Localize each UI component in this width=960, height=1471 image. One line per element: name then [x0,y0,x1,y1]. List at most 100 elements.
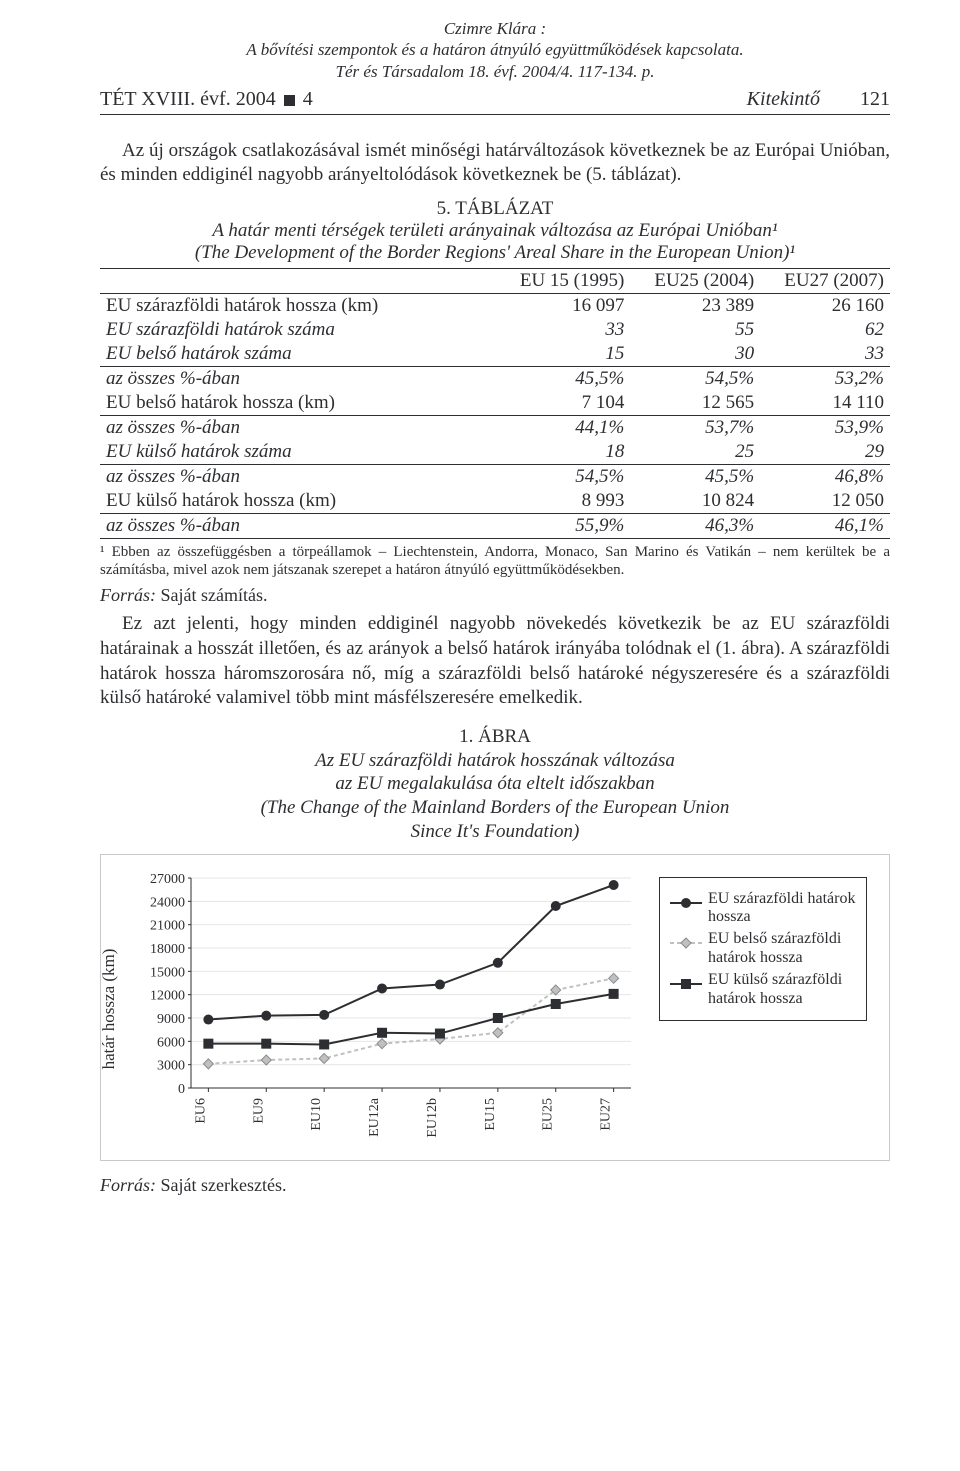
issue-text: TÉT XVIII. évf. 2004 [100,88,276,110]
fig1-chart: 0300060009000120001500018000210002400027… [131,873,641,1141]
svg-text:15000: 15000 [150,965,185,980]
svg-text:24000: 24000 [150,895,185,910]
table-cell: 46,1% [760,514,890,539]
table-row: EU szárazföldi határok hossza (km)16 097… [100,294,890,319]
svg-text:12000: 12000 [150,988,185,1003]
svg-text:EU12a: EU12a [367,1097,382,1137]
svg-text:6000: 6000 [157,1035,185,1050]
table-cell: 53,2% [760,367,890,392]
table5-number: 5. TÁBLÁZAT [100,198,890,220]
table-cell: 29 [760,440,890,465]
table-cell: az összes %-ában [100,514,495,539]
table-cell: 33 [495,318,630,342]
svg-text:EU15: EU15 [483,1098,498,1131]
fig1-legend: EU szárazföldi határok hosszaEU belső sz… [659,877,867,1021]
table5-col3: EU27 (2007) [760,269,890,294]
table5-title-en: (The Development of the Border Regions' … [100,242,890,264]
table-cell: 46,8% [760,465,890,490]
svg-text:EU10: EU10 [309,1098,324,1131]
table-cell: az összes %-ában [100,367,495,392]
table-cell: EU külső határok hossza (km) [100,489,495,514]
table-cell: 25 [630,440,760,465]
table-row: az összes %-ában45,5%54,5%53,2% [100,367,890,392]
table-cell: 26 160 [760,294,890,319]
table-cell: 54,5% [495,465,630,490]
table-row: az összes %-ában54,5%45,5%46,8% [100,465,890,490]
table-cell: 46,3% [630,514,760,539]
table5-source-text: Saját számítás. [156,585,267,605]
table-cell: 16 097 [495,294,630,319]
fig1-plot-wrap: határ hossza (km) 0300060009000120001500… [131,873,641,1146]
svg-text:EU12b: EU12b [425,1098,440,1138]
svg-text:0: 0 [178,1082,185,1097]
table-cell: 30 [630,342,760,367]
table-cell: 7 104 [495,391,630,416]
square-icon [284,95,295,106]
svg-text:21000: 21000 [150,918,185,933]
svg-text:EU27: EU27 [599,1098,614,1131]
fig1-title-hu2: az EU megalakulása óta eltelt időszakban [100,772,890,796]
table-row: EU külső határok hossza (km)8 99310 8241… [100,489,890,514]
table-cell: 44,1% [495,416,630,441]
table-cell: EU belső határok hossza (km) [100,391,495,416]
table-row: EU szárazföldi határok száma335562 [100,318,890,342]
table-cell: 54,5% [630,367,760,392]
table-cell: 23 389 [630,294,760,319]
fig1-source: Forrás: Saját szerkesztés. [100,1175,890,1196]
svg-text:3000: 3000 [157,1058,185,1073]
svg-text:EU25: EU25 [541,1098,556,1131]
fig1-source-text: Saját szerkesztés. [156,1175,286,1195]
paragraph-1: Az új országok csatlakozásával ismét min… [100,139,890,188]
fig1-ylabel: határ hossza (km) [99,949,119,1070]
table-cell: 33 [760,342,890,367]
table-cell: EU külső határok száma [100,440,495,465]
table-cell: 12 050 [760,489,890,514]
table5-source: Forrás: Saját számítás. [100,585,890,606]
doc-title-2: Tér és Társadalom 18. évf. 2004/4. 117-1… [336,62,655,81]
svg-text:EU6: EU6 [193,1098,208,1124]
doc-title-1: A bővítési szempontok és a határon átnyú… [246,40,743,59]
table-cell: 18 [495,440,630,465]
fig1-caption: 1. ÁBRA Az EU szárazföldi határok hosszá… [100,725,890,844]
table5-col0 [100,269,495,294]
table-row: EU külső határok száma182529 [100,440,890,465]
table5-col1: EU 15 (1995) [495,269,630,294]
fig1-frame: határ hossza (km) 0 3000 6000 9000 12000 1500… [100,854,890,1161]
legend-item: EU belső szárazföldi határok hossza [670,930,856,967]
table-cell: 53,7% [630,416,760,441]
table-cell: 12 565 [630,391,760,416]
table-cell: EU szárazföldi határok száma [100,318,495,342]
table5: EU 15 (1995) EU25 (2004) EU27 (2007) EU … [100,268,890,539]
fig1-title-en2: Since It's Foundation) [100,820,890,844]
legend-text: EU szárazföldi határok hossza [708,890,856,927]
table-cell: EU belső határok száma [100,342,495,367]
table5-footnote: ¹ Ebben az összefüggésben a törpeállamok… [100,543,890,579]
fig1-source-label: Forrás: [100,1175,156,1195]
svg-text:EU9: EU9 [251,1098,266,1124]
table5-caption: 5. TÁBLÁZAT A határ menti térségek terül… [100,198,890,264]
table-cell: 45,5% [630,465,760,490]
table-cell: 45,5% [495,367,630,392]
doc-author: Czimre Klára : [444,19,546,38]
fig1-title-hu1: Az EU szárazföldi határok hosszának vált… [100,749,890,773]
issue-num: 4 [303,88,313,110]
table5-source-label: Forrás: [100,585,156,605]
svg-text:9000: 9000 [157,1012,185,1027]
fig1-title-en1: (The Change of the Mainland Borders of t… [100,796,890,820]
table-cell: 8 993 [495,489,630,514]
doc-header: Czimre Klára : A bővítési szempontok és … [100,18,890,82]
paragraph-2: Ez azt jelenti, hogy minden eddiginél na… [100,612,890,711]
running-header: TÉT XVIII. évf. 2004 4 Kitekintő 121 [100,88,890,115]
fig1-number: 1. ÁBRA [100,725,890,749]
table-cell: 53,9% [760,416,890,441]
table-cell: 15 [495,342,630,367]
svg-text:27000: 27000 [150,873,185,887]
legend-text: EU külső szárazföldi határok hossza [708,971,856,1008]
table-row: az összes %-ában55,9%46,3%46,1% [100,514,890,539]
table-cell: az összes %-ában [100,416,495,441]
table-row: EU belső határok száma153033 [100,342,890,367]
table-cell: 55 [630,318,760,342]
running-header-left: TÉT XVIII. évf. 2004 4 [100,88,313,111]
table-cell: EU szárazföldi határok hossza (km) [100,294,495,319]
table-row: EU belső határok hossza (km)7 10412 5651… [100,391,890,416]
